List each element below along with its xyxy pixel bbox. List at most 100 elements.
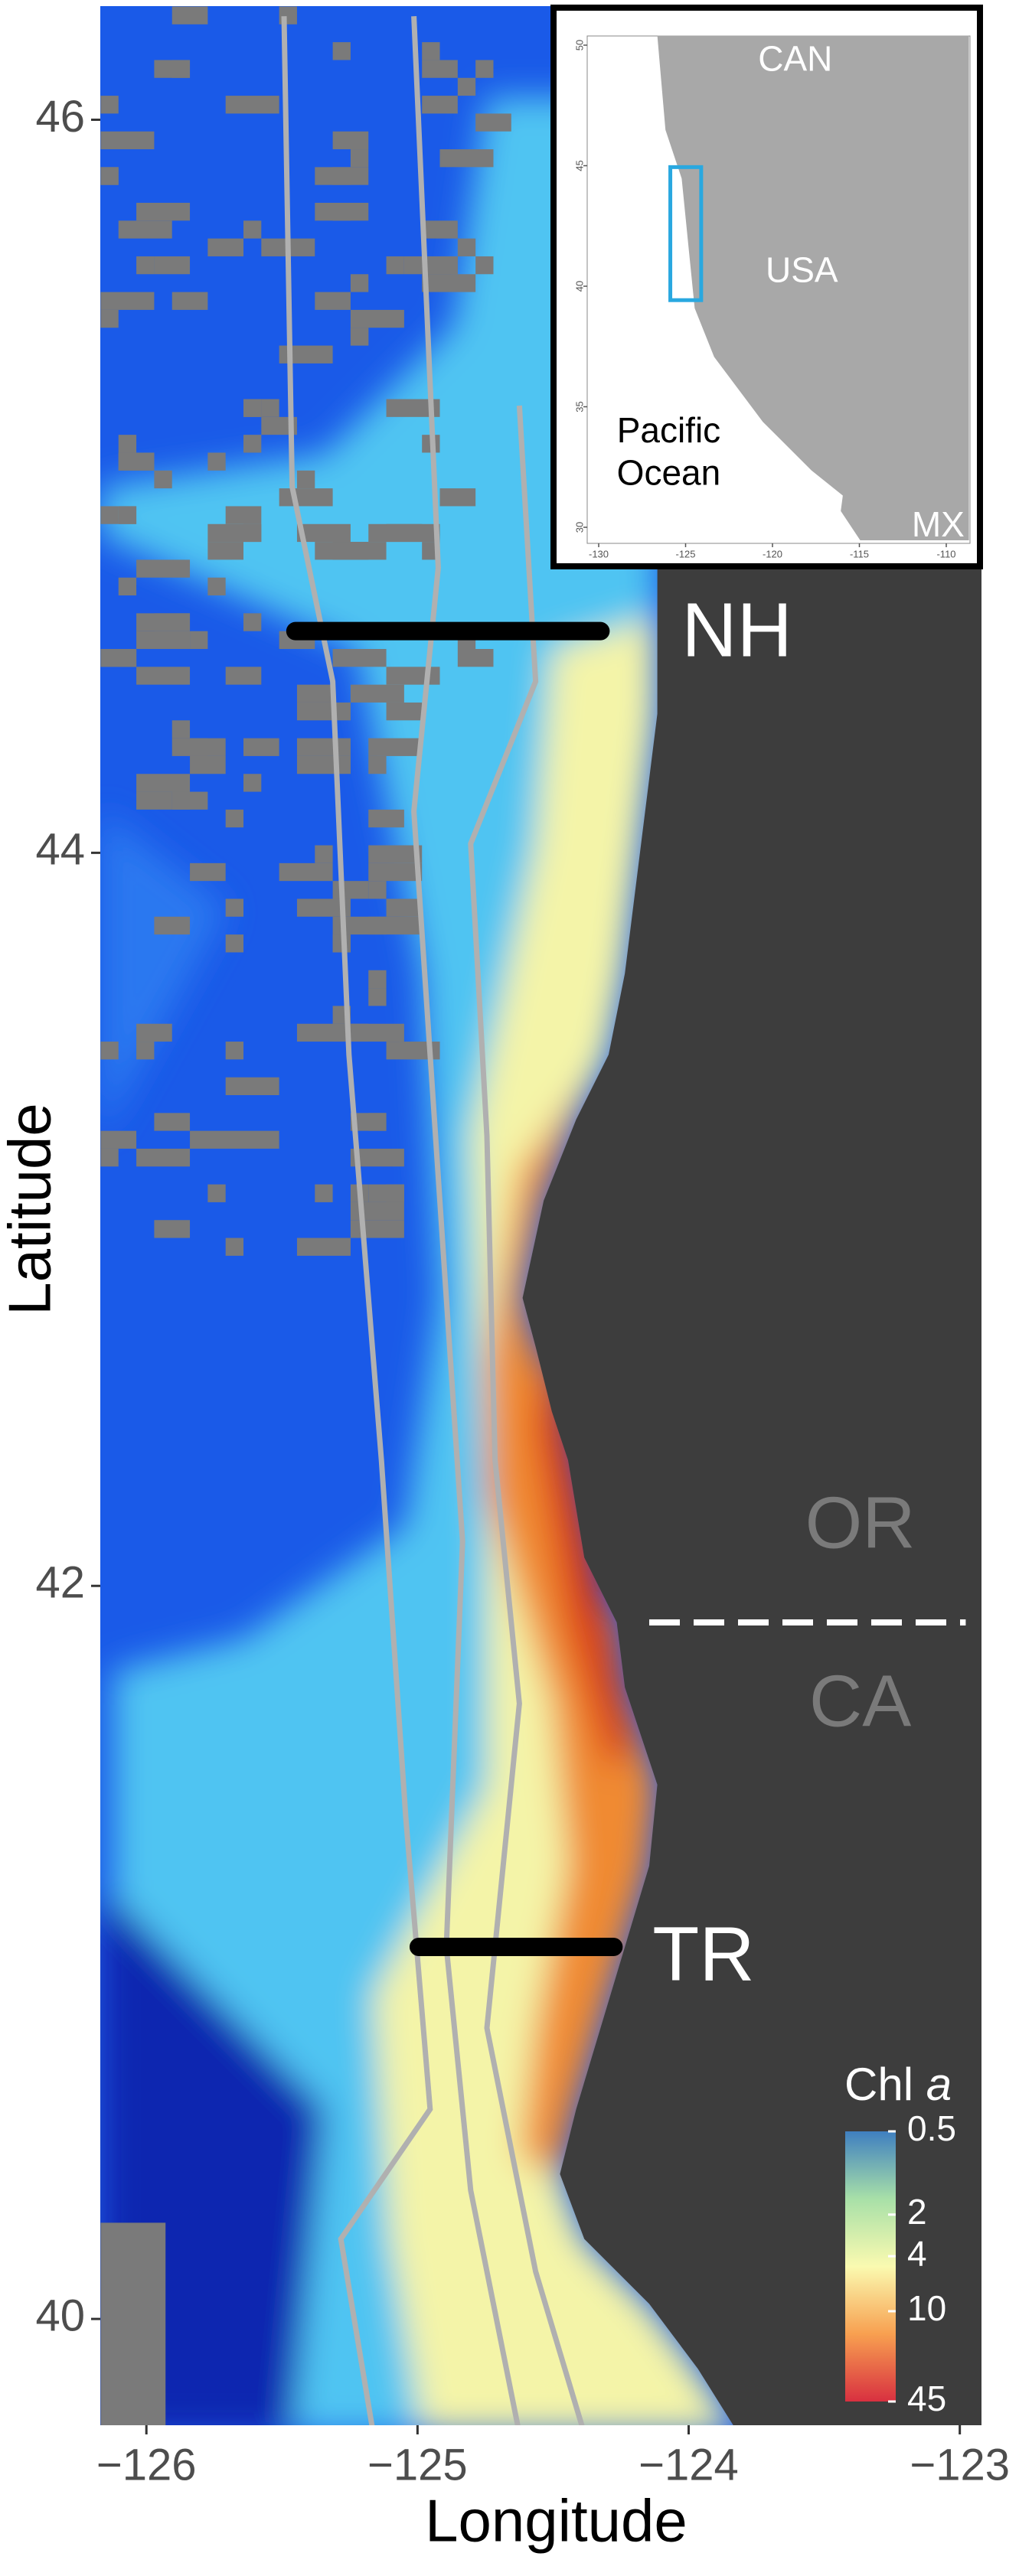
no-data-cell: [422, 42, 440, 60]
no-data-cell: [118, 506, 137, 524]
no-data-cell: [136, 256, 155, 275]
inset-x-tick-label: -120: [763, 548, 782, 559]
no-data-cell: [225, 1042, 243, 1060]
no-data-cell: [100, 309, 119, 328]
no-data-cell: [154, 470, 172, 489]
transect-label: NH: [681, 587, 792, 673]
no-data-cell: [171, 738, 226, 756]
no-data-cell: [154, 1220, 191, 1238]
no-data-cell: [386, 1042, 440, 1060]
legend-tick-label: 0.5: [907, 2108, 956, 2148]
no-data-cell: [279, 488, 333, 507]
no-data-cell: [154, 60, 191, 78]
no-data-cell: [100, 292, 155, 310]
no-data-cell: [243, 613, 262, 631]
no-data-cell: [136, 791, 172, 810]
no-data-cell: [350, 1113, 387, 1131]
no-data-cell: [296, 523, 351, 543]
no-data-cell: [332, 542, 387, 560]
inset-x-tick-label: -125: [675, 548, 695, 559]
no-data-cell: [207, 238, 243, 256]
inset-x-tick-label: -110: [936, 548, 955, 559]
no-data-cell: [225, 898, 243, 917]
no-data-cell: [422, 274, 476, 292]
no-data-cell: [190, 1130, 243, 1149]
no-data-cell: [296, 755, 351, 774]
legend-tick-label: 10: [907, 2288, 946, 2328]
no-data-cell: [368, 970, 387, 989]
no-data-cell: [368, 523, 423, 543]
no-data-cell: [368, 809, 404, 828]
no-data-cell: [100, 2222, 166, 2425]
no-data-cell: [350, 1148, 404, 1167]
no-data-cell: [350, 684, 404, 703]
no-data-cell: [243, 220, 262, 239]
no-data-cell: [100, 649, 137, 667]
no-data-cell: [243, 399, 262, 417]
no-data-cell: [368, 845, 423, 863]
no-data-cell: [136, 667, 191, 685]
legend-tick-label: 4: [907, 2233, 927, 2273]
no-data-cell: [136, 1148, 191, 1167]
isobath: [411, 16, 521, 2425]
no-data-cell: [315, 203, 369, 221]
no-data-cell: [475, 113, 511, 132]
no-data-cell: [368, 881, 387, 899]
y-tick-label: 40: [35, 2291, 85, 2340]
legend-tick-label: 45: [907, 2379, 946, 2418]
mid-chl: [100, 811, 227, 1136]
no-data-cell: [225, 1237, 243, 1256]
legend-title: Chl a: [844, 2059, 952, 2110]
no-data-cell: [100, 1130, 137, 1149]
no-data-cell: [243, 523, 262, 543]
no-data-cell: [243, 435, 262, 453]
no-data-cell: [457, 77, 476, 96]
inset-land: [841, 487, 885, 540]
legend-title-italic: a: [926, 2059, 952, 2110]
x-tick-label: −126: [96, 2440, 197, 2490]
no-data-cell: [296, 684, 333, 703]
no-data-cell: [171, 791, 191, 810]
legend-tick-label: 2: [907, 2192, 927, 2232]
no-data-cell: [136, 1023, 172, 1042]
no-data-cell: [100, 506, 119, 524]
inset-y-tick-label: 40: [573, 281, 585, 292]
no-data-cell: [100, 1042, 119, 1060]
no-data-cell: [422, 220, 458, 239]
no-data-cell: [422, 60, 458, 78]
no-data-cell: [457, 238, 476, 256]
inset-label: Pacific: [617, 410, 720, 450]
no-data-cell: [368, 1184, 404, 1202]
no-data-cell: [332, 649, 387, 667]
no-data-cell: [296, 702, 351, 721]
no-data-cell: [457, 649, 494, 667]
no-data-cell: [190, 862, 226, 882]
no-data-cell: [207, 542, 243, 560]
no-data-cell: [154, 916, 191, 935]
isobath: [281, 16, 433, 2425]
inset-label: CAN: [758, 39, 832, 79]
no-data-cell: [243, 774, 262, 792]
colorbar: [845, 2131, 896, 2402]
no-data-cell: [439, 488, 476, 507]
no-data-cell: [422, 256, 458, 275]
no-data-cell: [475, 256, 494, 275]
no-data-cell: [118, 577, 137, 596]
no-data-cell: [332, 42, 351, 60]
no-data-cell: [190, 631, 208, 649]
no-data-cell: [207, 577, 226, 596]
x-tick-label: −125: [367, 2440, 468, 2490]
land: [522, 552, 981, 2425]
inset-x-tick-label: -130: [589, 548, 609, 559]
inset-y-tick-label: 50: [573, 40, 585, 51]
transect-label: TR: [652, 1911, 754, 1997]
no-data-cell: [315, 1184, 333, 1202]
y-tick-label: 44: [35, 825, 85, 875]
no-data-cell: [225, 506, 262, 524]
inset-y-tick-label: 45: [573, 160, 585, 171]
no-data-cell: [118, 452, 155, 471]
inset-y-tick-label: 35: [573, 401, 585, 412]
no-data-cell: [350, 328, 369, 346]
no-data-cell: [225, 96, 279, 114]
inset-label: MX: [912, 504, 965, 544]
